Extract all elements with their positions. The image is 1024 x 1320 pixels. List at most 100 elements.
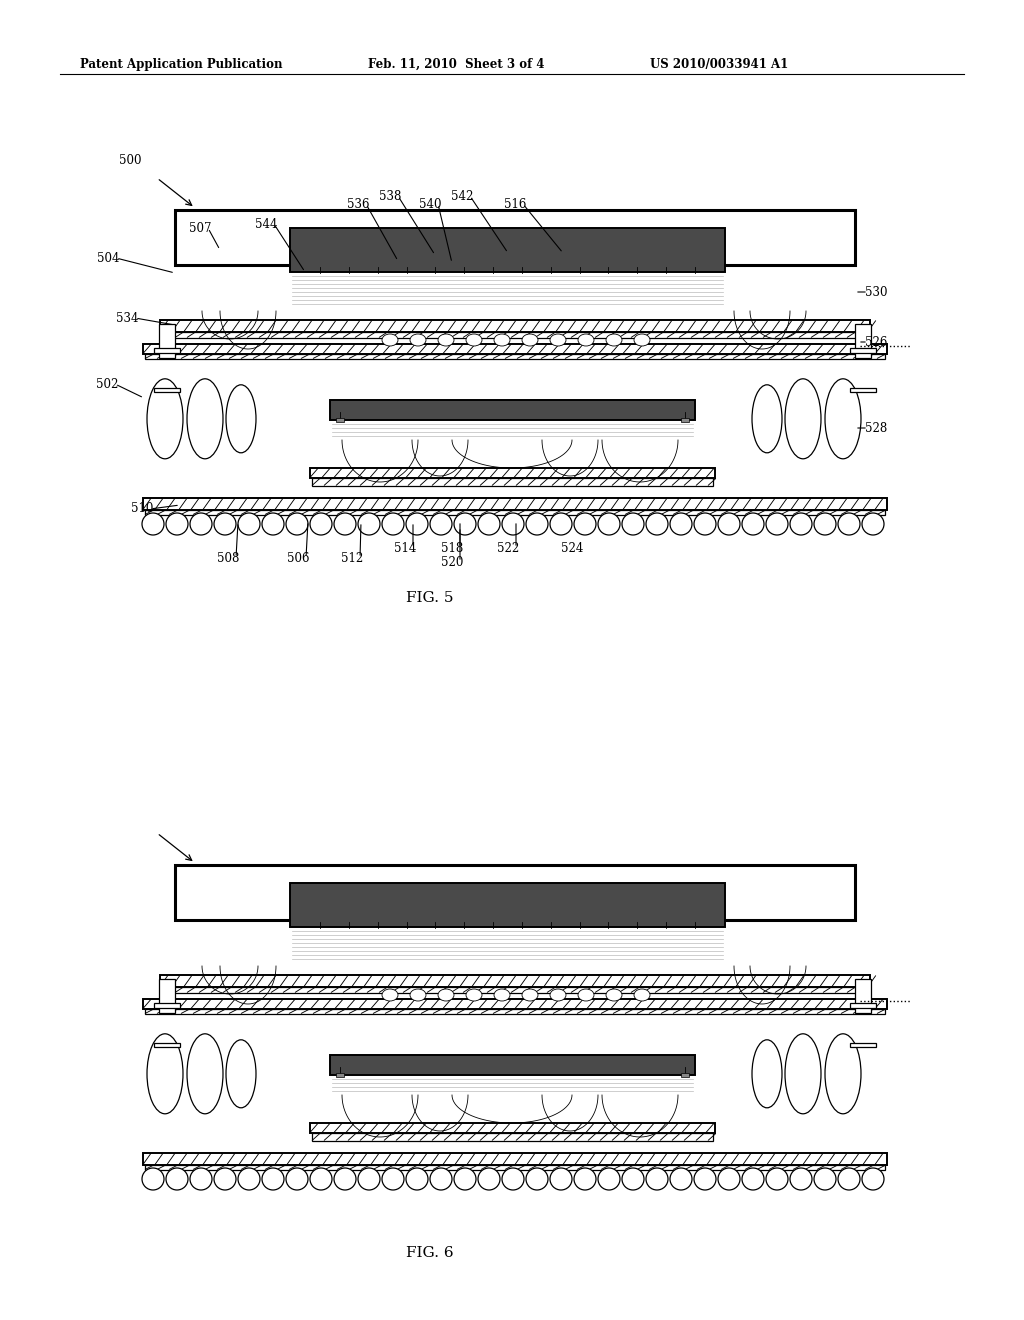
Circle shape xyxy=(310,513,332,535)
Bar xyxy=(310,1123,715,1133)
Bar xyxy=(145,510,885,515)
Text: FIG. 6: FIG. 6 xyxy=(407,1246,454,1261)
Text: 530: 530 xyxy=(864,285,887,298)
Bar xyxy=(154,1043,180,1047)
Circle shape xyxy=(238,513,260,535)
Bar xyxy=(312,478,713,486)
Bar xyxy=(336,418,344,422)
Circle shape xyxy=(286,513,308,535)
Bar xyxy=(145,1166,885,1170)
Circle shape xyxy=(166,513,188,535)
Circle shape xyxy=(694,1168,716,1191)
Circle shape xyxy=(526,513,548,535)
Text: 518: 518 xyxy=(441,541,463,554)
Text: 514: 514 xyxy=(394,541,416,554)
Circle shape xyxy=(838,1168,860,1191)
Circle shape xyxy=(430,1168,452,1191)
Bar xyxy=(163,333,867,338)
Circle shape xyxy=(478,513,500,535)
Ellipse shape xyxy=(825,1034,861,1114)
Circle shape xyxy=(454,1168,476,1191)
Circle shape xyxy=(406,1168,428,1191)
Bar xyxy=(143,498,887,510)
Bar xyxy=(330,1055,695,1074)
Circle shape xyxy=(742,1168,764,1191)
Circle shape xyxy=(190,1168,212,1191)
Circle shape xyxy=(358,1168,380,1191)
Bar xyxy=(160,319,870,333)
Bar xyxy=(163,987,867,993)
Ellipse shape xyxy=(226,385,256,453)
Circle shape xyxy=(334,513,356,535)
Ellipse shape xyxy=(634,989,650,1001)
Circle shape xyxy=(262,1168,284,1191)
Bar xyxy=(336,1073,344,1077)
Ellipse shape xyxy=(785,1034,821,1114)
Text: FIG. 5: FIG. 5 xyxy=(407,591,454,605)
Bar xyxy=(159,323,175,358)
Ellipse shape xyxy=(147,379,183,459)
Circle shape xyxy=(430,513,452,535)
Bar xyxy=(175,865,855,920)
Bar xyxy=(143,1152,887,1166)
Ellipse shape xyxy=(522,989,538,1001)
Ellipse shape xyxy=(466,989,482,1001)
Circle shape xyxy=(190,513,212,535)
Ellipse shape xyxy=(494,334,510,346)
Bar xyxy=(850,1003,876,1008)
Text: 510: 510 xyxy=(131,503,154,516)
Ellipse shape xyxy=(550,989,566,1001)
Ellipse shape xyxy=(438,334,454,346)
Bar xyxy=(290,883,725,927)
Ellipse shape xyxy=(522,334,538,346)
Text: 500: 500 xyxy=(119,153,141,166)
Circle shape xyxy=(382,1168,404,1191)
Ellipse shape xyxy=(550,334,566,346)
Circle shape xyxy=(214,1168,236,1191)
Ellipse shape xyxy=(147,1034,183,1114)
Ellipse shape xyxy=(752,385,782,453)
Circle shape xyxy=(382,513,404,535)
Circle shape xyxy=(142,513,164,535)
Bar xyxy=(310,469,715,478)
Text: 506: 506 xyxy=(287,552,309,565)
Text: Patent Application Publication: Patent Application Publication xyxy=(80,58,283,71)
Circle shape xyxy=(502,1168,524,1191)
Circle shape xyxy=(550,513,572,535)
Circle shape xyxy=(646,513,668,535)
Circle shape xyxy=(310,1168,332,1191)
Circle shape xyxy=(646,1168,668,1191)
Bar xyxy=(681,418,689,422)
Text: 504: 504 xyxy=(96,252,119,264)
Ellipse shape xyxy=(606,334,622,346)
Ellipse shape xyxy=(187,1034,223,1114)
Text: 536: 536 xyxy=(347,198,370,210)
Bar xyxy=(290,228,725,272)
Bar xyxy=(850,1043,876,1047)
Text: 512: 512 xyxy=(341,552,364,565)
Circle shape xyxy=(550,1168,572,1191)
Text: 538: 538 xyxy=(379,190,401,202)
Ellipse shape xyxy=(578,989,594,1001)
Bar xyxy=(154,1003,180,1008)
Bar xyxy=(160,975,870,987)
Bar xyxy=(855,323,871,358)
Bar xyxy=(143,999,887,1008)
Bar xyxy=(850,388,876,392)
Circle shape xyxy=(694,513,716,535)
Bar xyxy=(175,210,855,265)
Text: 520: 520 xyxy=(440,556,463,569)
Ellipse shape xyxy=(226,1040,256,1107)
Circle shape xyxy=(238,1168,260,1191)
Circle shape xyxy=(622,513,644,535)
Bar xyxy=(159,979,175,1012)
Bar xyxy=(850,348,876,352)
Ellipse shape xyxy=(382,334,398,346)
Bar xyxy=(855,979,871,1012)
Text: 524: 524 xyxy=(561,541,584,554)
Circle shape xyxy=(142,1168,164,1191)
Bar xyxy=(154,348,180,352)
Circle shape xyxy=(766,513,788,535)
Circle shape xyxy=(262,513,284,535)
Ellipse shape xyxy=(438,989,454,1001)
